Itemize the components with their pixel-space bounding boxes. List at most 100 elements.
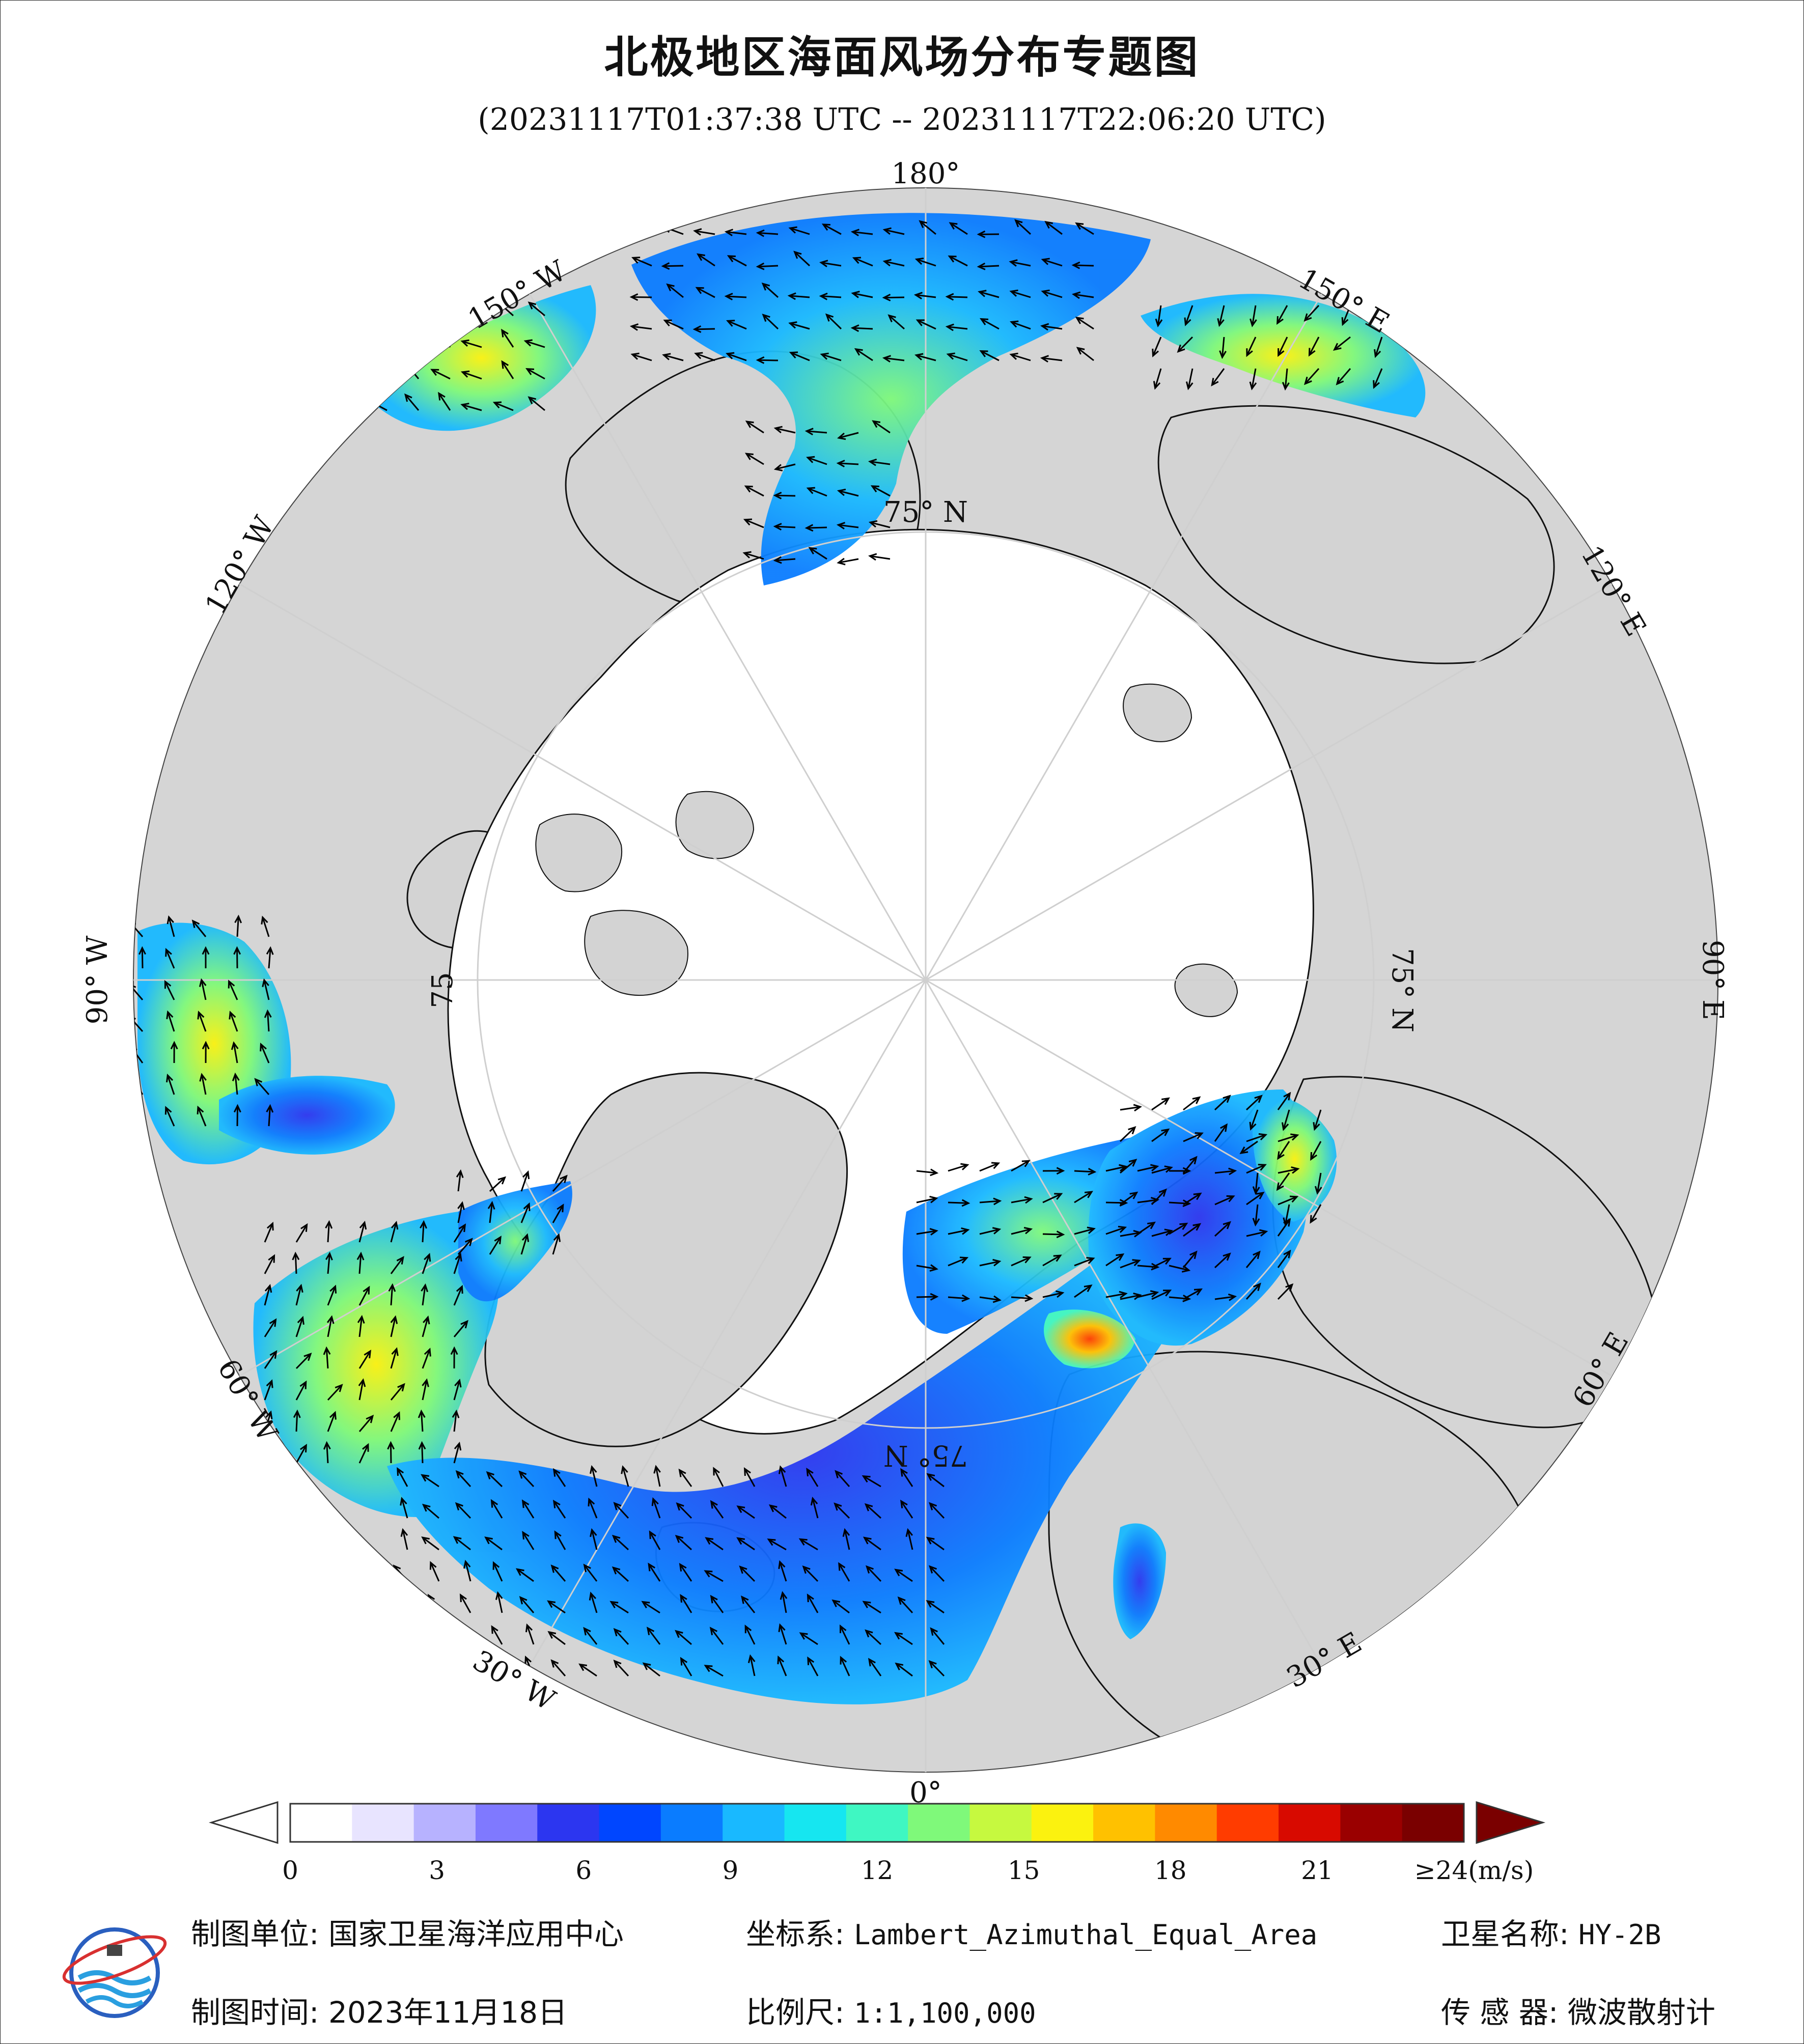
wind-arrow (1183, 1096, 1201, 1111)
wind-arrow (554, 1530, 566, 1550)
wind-arrow (292, 1251, 300, 1274)
wind-arrow (588, 1497, 598, 1519)
wind-arrow (327, 1284, 337, 1306)
wind-arrow (882, 355, 905, 363)
wind-arrow (1214, 1095, 1231, 1111)
wind-arrow (525, 1623, 535, 1645)
colorbar-tick-label: 21 (1301, 1856, 1334, 1885)
wind-arrow (1314, 1172, 1322, 1195)
wind-arrow (1182, 1250, 1198, 1268)
wind-arrow (528, 301, 545, 317)
wind-arrow (926, 1473, 945, 1488)
wind-arrow (1120, 1259, 1141, 1269)
wind-arrow (366, 306, 387, 317)
wind-arrow (1151, 1257, 1172, 1269)
colorbar-tick-label: 3 (429, 1856, 446, 1885)
wind-arrow (743, 518, 764, 528)
wind-arrow (357, 1314, 365, 1337)
wind-arrow (695, 287, 715, 298)
wind-arrow (199, 978, 207, 1000)
wind-arrow (882, 227, 905, 235)
wind-arrow (484, 1536, 503, 1551)
colorbar-cell (1279, 1804, 1341, 1842)
wind-arrow (520, 1233, 530, 1255)
wind-arrow (914, 353, 936, 361)
wind-arrow (979, 1162, 1001, 1172)
wind-arrows (133, 219, 1383, 1677)
wind-arrow (821, 223, 842, 235)
wind-arrow (1249, 1109, 1259, 1131)
wind-arrow (1120, 1229, 1142, 1238)
wind-arrow (895, 1662, 913, 1677)
wind-arrow (325, 1220, 333, 1243)
maker-value: 国家卫星海洋应用中心 (328, 1917, 624, 1951)
wind-arrow (1155, 305, 1163, 328)
wind-arrow (1308, 337, 1320, 357)
wind-arrow (432, 1622, 440, 1645)
wind-arrow (1120, 1293, 1142, 1300)
wind-arrow (326, 1315, 335, 1337)
wind-arrow (421, 1536, 439, 1551)
wind-arrow (1177, 336, 1194, 353)
wind-arrow (1011, 1294, 1034, 1302)
wind-arrow (295, 1223, 308, 1243)
wind-arrow (462, 1623, 471, 1645)
colorbar-over-arrow (1476, 1801, 1546, 1844)
wind-arrow (808, 547, 827, 560)
wind-arrow (1119, 1126, 1136, 1142)
wind-arrow (422, 1503, 439, 1519)
colorbar-cell (413, 1804, 476, 1842)
wind-arrow (452, 1409, 460, 1432)
colorbar-cell (1031, 1804, 1094, 1842)
wind-arrow (1303, 368, 1320, 385)
maker-row: 制图单位: 国家卫星海洋应用中心 (191, 1910, 624, 1953)
colorbar-under-arrow (208, 1801, 279, 1844)
wind-arrow (835, 1470, 850, 1487)
wind-arrow (1011, 1226, 1033, 1235)
wind-arrow (836, 522, 859, 529)
wind-arrow (1281, 1109, 1290, 1131)
wind-arrow (773, 426, 796, 434)
wind-arrow (1282, 368, 1290, 391)
wind-arrow (264, 1254, 275, 1274)
wind-arrow (400, 1528, 408, 1550)
wind-arrow (547, 1631, 566, 1645)
wind-arrow (1041, 258, 1063, 267)
wind-arrow (868, 520, 891, 528)
wind-arrow (264, 1446, 279, 1464)
colorbar-tick-label: ≥24(m/s) (1414, 1856, 1534, 1885)
wind-arrow (788, 226, 810, 235)
wind-arrow (979, 350, 1000, 361)
wind-arrow (552, 1468, 566, 1487)
wind-arrow (1042, 1167, 1065, 1175)
map-title: 北极地区海面风场分布专题图 (604, 32, 1200, 83)
wind-arrow (900, 1468, 913, 1487)
coord-row: 坐标系: Lambert_Azimuthal_Equal_Area (746, 1910, 1317, 1953)
wind-arrow (802, 1565, 819, 1582)
wind-arrow (398, 338, 419, 348)
wind-arrow (705, 1537, 724, 1551)
colorbar-cell (1340, 1804, 1403, 1842)
wind-arrow (430, 369, 451, 380)
wind-arrow (1278, 337, 1288, 357)
wind-arrow (528, 396, 545, 411)
wind-arrow (1214, 1167, 1237, 1175)
wind-arrow (327, 1384, 343, 1401)
wind-arrow (264, 1283, 272, 1306)
wind-arrow (578, 1663, 597, 1677)
wind-arrow (1277, 1091, 1291, 1110)
wind-arrow (1074, 1226, 1096, 1235)
coord-label: 坐标系: (746, 1917, 845, 1951)
wind-arrow (979, 1258, 1002, 1267)
wind-arrow (851, 291, 873, 298)
wind-arrow (515, 1568, 534, 1582)
wind-arrow (676, 1502, 692, 1519)
wind-arrow (254, 1078, 270, 1095)
wind-arrow (393, 1659, 408, 1676)
wind-arrow (138, 946, 146, 969)
wind-arrow (1153, 368, 1162, 390)
wind-arrow (675, 1534, 692, 1551)
scale-row: 比例尺: 1:1,100,000 (746, 1989, 1036, 2031)
wind-arrow (400, 1591, 408, 1613)
wind-arrow (979, 1197, 1002, 1206)
